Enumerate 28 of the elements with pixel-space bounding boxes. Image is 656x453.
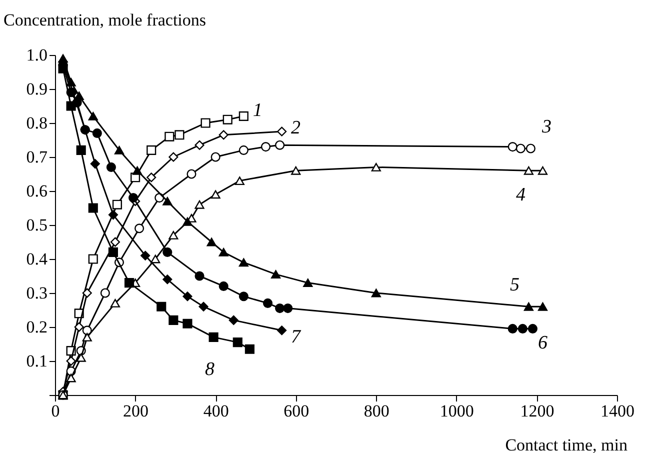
x-axis-title: Contact time, min	[505, 436, 628, 453]
y-tick-label: 0.7	[26, 148, 48, 166]
x-tick-label: 200	[123, 402, 149, 420]
y-tick-label: 0.5	[26, 216, 48, 234]
y-tick-label: 0.8	[26, 114, 48, 132]
series-label: 6	[538, 332, 548, 354]
y-tick-label: 0.4	[26, 250, 48, 268]
x-tick-label: 1000	[440, 402, 474, 420]
series-label: 2	[291, 118, 302, 138]
series-label: 1	[252, 100, 262, 122]
x-tick-label: 1400	[600, 402, 634, 420]
y-tick-label: 0.9	[26, 80, 48, 98]
y-tick-label: 0.2	[26, 318, 48, 336]
series-label: 5	[510, 274, 520, 296]
series-label: 7	[291, 326, 302, 348]
series-label: 8	[204, 359, 215, 380]
x-tick-label: 400	[203, 402, 229, 420]
series-label: 4	[516, 184, 526, 206]
y-tick-label: 0.3	[26, 284, 48, 302]
y-tick-label: 0.1	[26, 352, 48, 370]
x-tick-label: 1200	[520, 402, 554, 420]
x-tick-label: 0	[51, 402, 60, 420]
x-tick-label: 600	[284, 402, 310, 420]
y-axis-title: Concentration, mole fractions	[4, 10, 206, 30]
x-tick-label: 800	[364, 402, 390, 420]
series-label: 3	[540, 116, 552, 138]
y-tick-label: 0.6	[26, 182, 48, 200]
y-tick-label: 1.0	[26, 46, 48, 64]
